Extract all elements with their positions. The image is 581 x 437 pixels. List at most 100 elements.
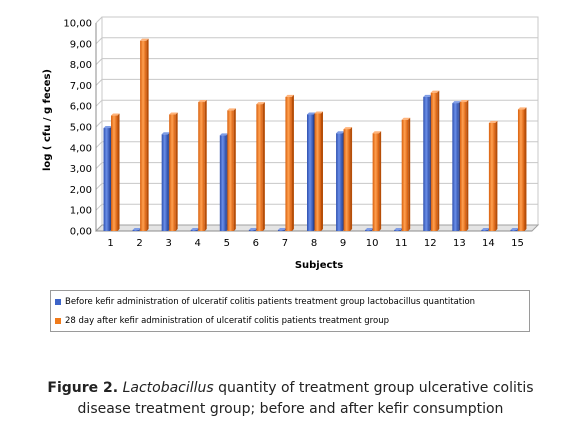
legend-entry-after: 28 day after kefir administration of ulc…: [55, 314, 389, 328]
bar-top-face: [314, 111, 323, 114]
bar-after-subject-7: [285, 94, 294, 231]
bar-front-face: [307, 114, 314, 231]
y-tick-label: 3,00: [70, 164, 92, 175]
legend-entry-before: Before kefir administration of ulceratif…: [55, 295, 475, 309]
x-tick-label: 4: [195, 238, 201, 249]
bar-front-face: [111, 115, 118, 231]
gridline: [95, 203, 538, 211]
x-tick-label: 12: [424, 238, 437, 249]
x-tick-label: 7: [282, 238, 288, 249]
bar-top-face: [510, 227, 519, 230]
bar-side-face: [204, 100, 207, 231]
bar-after-subject-4: [198, 100, 207, 231]
bar-front-face: [140, 40, 147, 232]
bar-front-face: [372, 133, 380, 231]
caption-text-1: quantity of treatment group ulcerative c…: [213, 380, 534, 396]
bar-top-face: [488, 120, 498, 123]
caption-genus: Lactobacillus: [122, 380, 214, 396]
bar-after-subject-1: [111, 113, 120, 231]
y-tick-label: 4,00: [70, 143, 92, 154]
x-tick-label: 9: [340, 238, 346, 249]
bar-front-face: [285, 96, 292, 231]
bar-front-face: [394, 229, 401, 231]
bar-front-face: [219, 135, 227, 231]
bar-front-face: [481, 229, 488, 231]
bar-top-face: [285, 94, 294, 97]
bar-front-face: [430, 92, 438, 232]
bar-side-face: [233, 108, 236, 231]
bar-after-subject-15: [517, 107, 527, 231]
bar-top-face: [140, 38, 149, 41]
bar-side-face: [350, 127, 353, 231]
bar-top-face: [111, 113, 120, 116]
bar-front-face: [452, 103, 459, 231]
x-tick-label: 13: [453, 238, 466, 249]
bar-after-subject-9: [343, 127, 353, 231]
bar-after-subject-10: [372, 131, 382, 231]
bar-side-face: [262, 102, 265, 232]
y-tick-label: 2,00: [70, 185, 92, 196]
bar-front-face: [248, 229, 256, 231]
figure-caption: Figure 2. Lactobacillus quantity of trea…: [0, 378, 581, 420]
bar-front-face: [510, 229, 517, 231]
bar-front-face: [336, 133, 343, 231]
bar-front-face: [256, 104, 263, 231]
y-tick-label: 9,00: [70, 39, 92, 50]
bar-top-face: [161, 132, 171, 135]
bar-after-subject-11: [401, 117, 411, 231]
bar-before-subject-5: [219, 133, 229, 231]
legend-swatch-after: [55, 318, 61, 324]
x-tick-label: 10: [366, 238, 379, 249]
bar-before-subject-12: [423, 94, 432, 231]
bar-top-face: [401, 117, 411, 120]
bar-front-face: [517, 109, 525, 231]
gridline: [95, 120, 538, 128]
y-tick-label: 5,00: [70, 123, 92, 134]
bar-front-face: [343, 129, 351, 231]
legend: Before kefir administration of ulceratif…: [50, 290, 530, 332]
bar-after-subject-5: [227, 108, 236, 231]
bar-after-subject-13: [459, 100, 469, 231]
bar-side-face: [495, 120, 498, 231]
x-tick-label: 11: [395, 238, 408, 249]
gridline: [95, 141, 538, 149]
bar-top-face: [336, 131, 345, 134]
bar-after-subject-6: [256, 102, 265, 232]
bar-chart: 0,00 1,00 2,00 3,00 4,00 5,00 6,00 7,00 8,00 9,00…: [42, 16, 540, 271]
bar-top-face: [365, 227, 374, 230]
bar-top-face: [219, 133, 229, 136]
bar-front-face: [277, 229, 285, 231]
bar-side-face: [379, 131, 382, 231]
tick-labels: 0,00 1,00 2,00 3,00 4,00 5,00 6,00 7,00 8,00 9,00…: [63, 19, 523, 250]
x-tick-label: 3: [165, 238, 171, 249]
x-tick-label: 2: [136, 238, 142, 249]
bar-side-face: [466, 100, 469, 231]
bar-side-face: [117, 113, 120, 231]
bar-after-subject-3: [169, 112, 178, 231]
gridline: [95, 16, 538, 24]
bar-side-face: [175, 112, 178, 231]
legend-label-before: Before kefir administration of ulceratif…: [65, 297, 476, 307]
bar-after-subject-12: [430, 90, 440, 232]
bar-front-face: [459, 102, 467, 231]
bar-top-face: [248, 227, 258, 230]
gridline: [95, 58, 538, 65]
bar-front-face: [227, 110, 234, 231]
bar-front-face: [488, 122, 496, 231]
bar-side-face: [291, 94, 294, 231]
y-tick-label: 7,00: [70, 81, 92, 92]
legend-swatch-before: [55, 299, 61, 305]
bar-side-face: [524, 107, 527, 231]
bar-top-face: [103, 126, 113, 129]
bar-front-face: [198, 102, 205, 231]
bars: [103, 38, 527, 232]
y-tick-label: 10,00: [63, 19, 92, 30]
x-tick-label: 14: [482, 238, 495, 249]
bar-top-face: [394, 227, 403, 230]
x-tick-label: 1: [107, 238, 113, 249]
bar-front-face: [423, 96, 430, 231]
bar-before-subject-8: [307, 112, 316, 231]
gridline: [95, 99, 538, 107]
bar-after-subject-2: [140, 38, 149, 232]
caption-line-1: Figure 2. Lactobacillus quantity of trea…: [0, 378, 581, 399]
